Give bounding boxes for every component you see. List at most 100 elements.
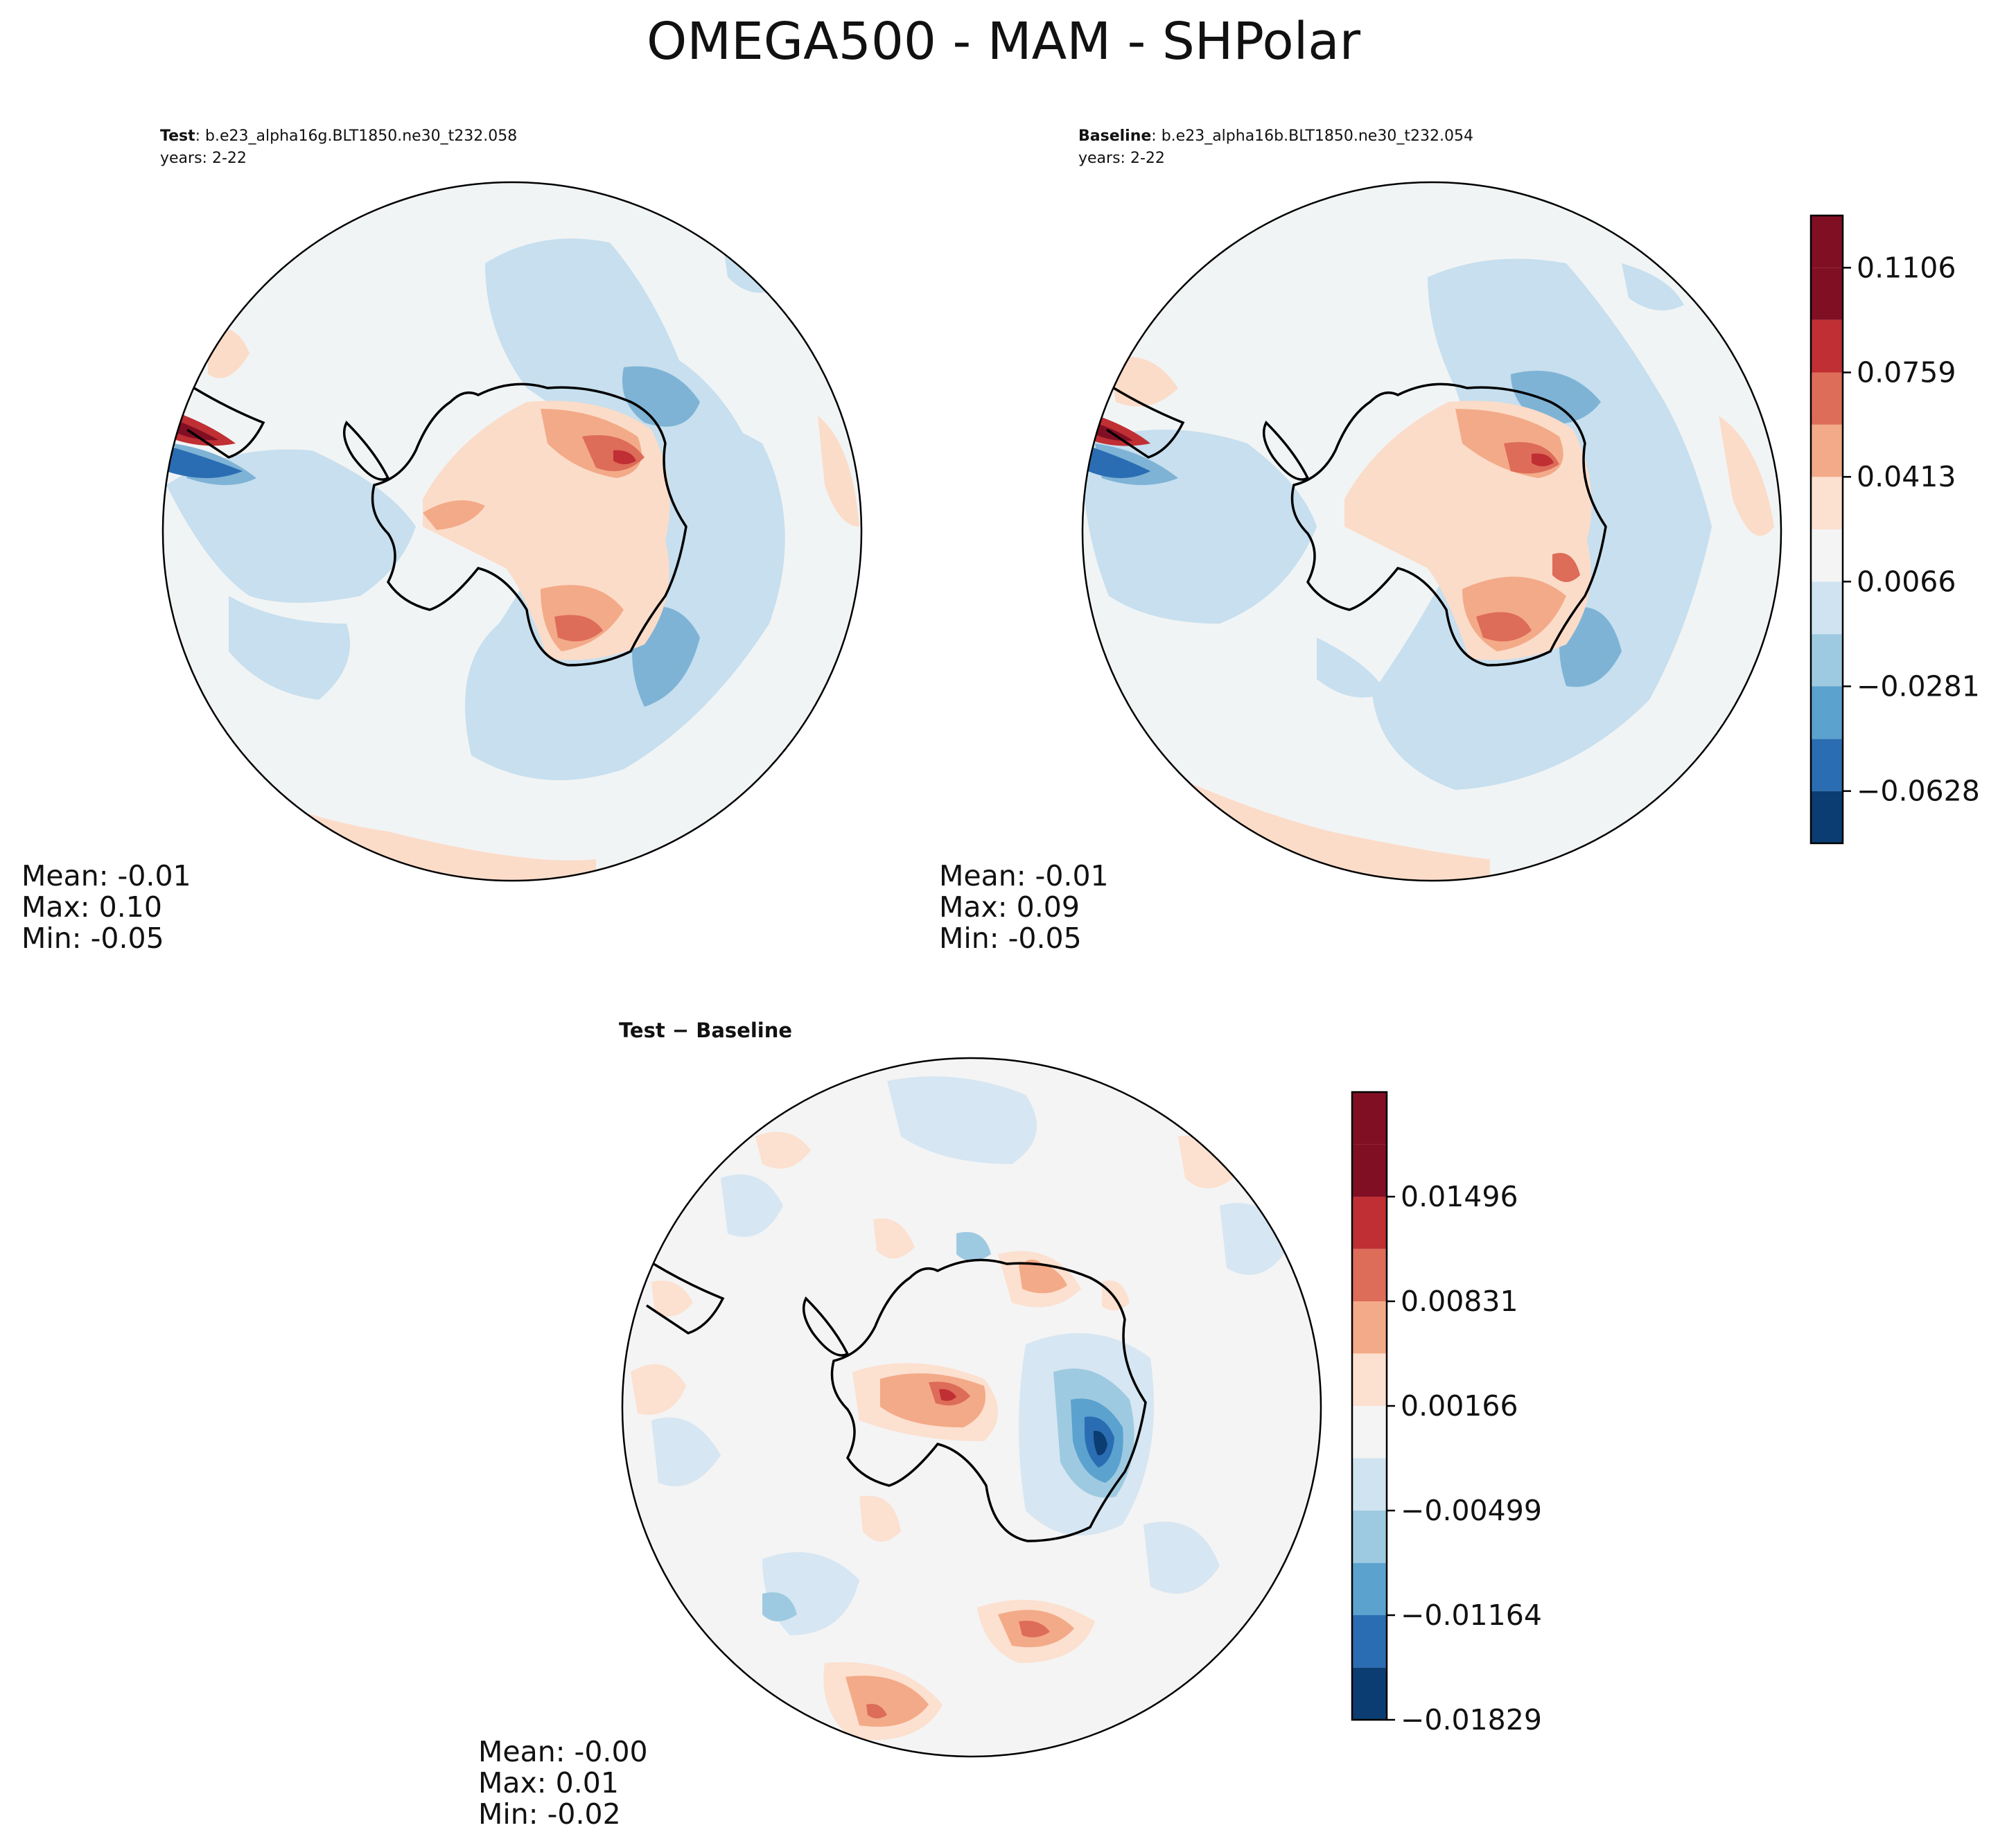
panel-test: Test: b.e23_alpha16g.BLT1850.ne30_t232.0… (21, 127, 863, 955)
colorbar-main-segment (1811, 739, 1843, 791)
colorbar-diff-segment (1352, 1563, 1387, 1615)
colorbar-diff-segment (1352, 1092, 1387, 1145)
coastline-test-sa (186, 387, 265, 459)
stats-test-mean: Mean: -0.01 (21, 859, 191, 892)
colorbar-main-border (1809, 214, 1844, 845)
colorbar-diff-tick-label: 0.01496 (1401, 1180, 1518, 1213)
colorbar-main-segment (1811, 791, 1843, 843)
panel-baseline-label: Baseline (1078, 127, 1151, 145)
field-test-neg-6 (622, 366, 700, 427)
field-base-pos-7 (1532, 453, 1554, 466)
colorbar-main-segment (1811, 319, 1843, 373)
colorbar-diff-segment (1352, 1511, 1387, 1563)
colorbar-main-segment (1811, 267, 1843, 320)
colorbar-diff-segment (1352, 1353, 1387, 1406)
panel-diff-label: Test − Baseline (619, 1019, 792, 1042)
colorbar-diff-tick-label: 0.00166 (1401, 1389, 1518, 1423)
field-base-pos-9 (1719, 416, 1774, 536)
colorbar-main-segment (1811, 215, 1843, 268)
field-diff-pos-17 (651, 1281, 693, 1317)
field-base-pos-5 (1476, 612, 1532, 642)
colorbar-diff-tick-label: 0.00831 (1401, 1285, 1518, 1318)
colorbar-diff: −0.01829 −0.01164 −0.00499 0.00166 0.00831 0.… (1351, 1091, 1542, 1736)
coastline-baseline-sa (1106, 387, 1185, 459)
colorbar-main-tick-label: −0.0281 (1857, 670, 1980, 703)
map-baseline (1083, 182, 1781, 881)
field-diff-neg-2 (721, 1174, 783, 1237)
colorbar-main: −0.0628 −0.0281 0.0066 0.0413 0.0759 0.1106 (1809, 214, 1980, 845)
panel-test-label: Test (160, 127, 195, 145)
coastline-test (342, 382, 687, 667)
colorbar-main-segment (1811, 372, 1843, 425)
panel-baseline-case: : b.e23_alpha16b.BLT1850.ne30_t232.054 (1151, 127, 1473, 145)
map-diff-border (621, 1057, 1322, 1758)
field-test-pos-4 (423, 500, 485, 530)
field-diff-pos-18 (1102, 1281, 1130, 1311)
stats-baseline-max: Max: 0.09 (939, 890, 1080, 924)
field-diff-neg-6 (1143, 1522, 1220, 1594)
colorbar-diff-segment (1352, 1301, 1387, 1354)
field-diff-pos-9 (1019, 1621, 1050, 1638)
colorbar-main-segment (1811, 477, 1843, 529)
map-diff (622, 1058, 1321, 1757)
panel-diff: Test − Baseline (478, 1019, 1322, 1831)
colorbar-diff-segment (1352, 1249, 1387, 1301)
stats-baseline-min: Min: -0.05 (939, 922, 1082, 955)
field-diff-neg-5 (651, 1417, 721, 1486)
field-diff-pos-15 (873, 1218, 915, 1259)
panel-baseline-years: years: 2-22 (1078, 150, 1165, 167)
colorbar-main-tick-label: −0.0628 (1857, 775, 1980, 808)
colorbar-main-segment (1811, 686, 1843, 739)
stats-diff-min: Min: -0.02 (478, 1797, 621, 1831)
colorbar-main-tick-label: 0.0413 (1857, 460, 1956, 493)
colorbar-diff-segment (1352, 1667, 1387, 1720)
panel-test-years: years: 2-22 (160, 150, 247, 167)
colorbar-diff-tick-label: −0.00499 (1401, 1494, 1542, 1527)
colorbar-diff-segment (1352, 1144, 1387, 1197)
field-diff-pos-16 (859, 1495, 901, 1542)
field-test-dipole-neg (163, 443, 243, 478)
field-diff-pos-13 (755, 1132, 811, 1169)
colorbar-main-segment (1811, 529, 1843, 582)
field-diff-pos-4 (939, 1389, 956, 1401)
colorbar-main-segment (1811, 634, 1843, 687)
colorbar-diff-segment (1352, 1458, 1387, 1511)
field-diff-pos-11 (845, 1675, 929, 1727)
colorbar-main-tick-label: 0.1106 (1857, 251, 1956, 284)
coastline-diff (802, 1258, 1147, 1542)
coastline-diff-sa (646, 1262, 725, 1335)
field-diff-pos-14 (1178, 1135, 1234, 1188)
map-test (163, 182, 861, 881)
colorbar-diff-tick-label: −0.01829 (1401, 1703, 1542, 1736)
stats-diff-max: Max: 0.01 (478, 1766, 619, 1799)
field-test-dipole-pos-core (173, 419, 218, 441)
figure-title: OMEGA500 - MAM - SHPolar (647, 12, 1361, 71)
colorbar-diff-segment (1352, 1406, 1387, 1459)
coastline-baseline (1262, 382, 1607, 667)
stats-test-min: Min: -0.05 (21, 922, 164, 955)
stats-diff-mean: Mean: -0.00 (478, 1735, 648, 1768)
field-test-pos-7 (613, 450, 636, 464)
field-diff-neg-11 (1093, 1430, 1107, 1456)
colorbar-main-segment (1811, 581, 1843, 635)
colorbar-diff-segment (1352, 1615, 1387, 1668)
colorbar-main-tick-label: 0.0759 (1857, 356, 1956, 389)
field-diff-neg-13 (762, 1592, 797, 1621)
field-base-neg-4 (1622, 263, 1684, 310)
colorbar-main-tick-label: 0.0066 (1857, 565, 1956, 598)
colorbar-diff-tick-label: −0.01164 (1401, 1599, 1542, 1632)
field-test-pos-6 (554, 615, 603, 642)
colorbar-diff-segment (1352, 1197, 1387, 1249)
field-base-pos-6 (1552, 553, 1580, 582)
field-diff-pos-12 (866, 1704, 887, 1718)
field-test-neg-3 (229, 596, 350, 700)
field-test-pos-10 (818, 416, 859, 527)
colorbar-main-segment (1811, 424, 1843, 477)
map-baseline-border (1081, 181, 1782, 882)
panel-baseline-header: Baseline: b.e23_alpha16b.BLT1850.ne30_t2… (1078, 127, 1473, 145)
field-base-neg-3 (1317, 637, 1386, 698)
field-diff-neg-1 (887, 1076, 1037, 1164)
field-test-neg-2 (166, 449, 416, 603)
panel-test-header: Test: b.e23_alpha16g.BLT1850.ne30_t232.0… (160, 127, 517, 145)
